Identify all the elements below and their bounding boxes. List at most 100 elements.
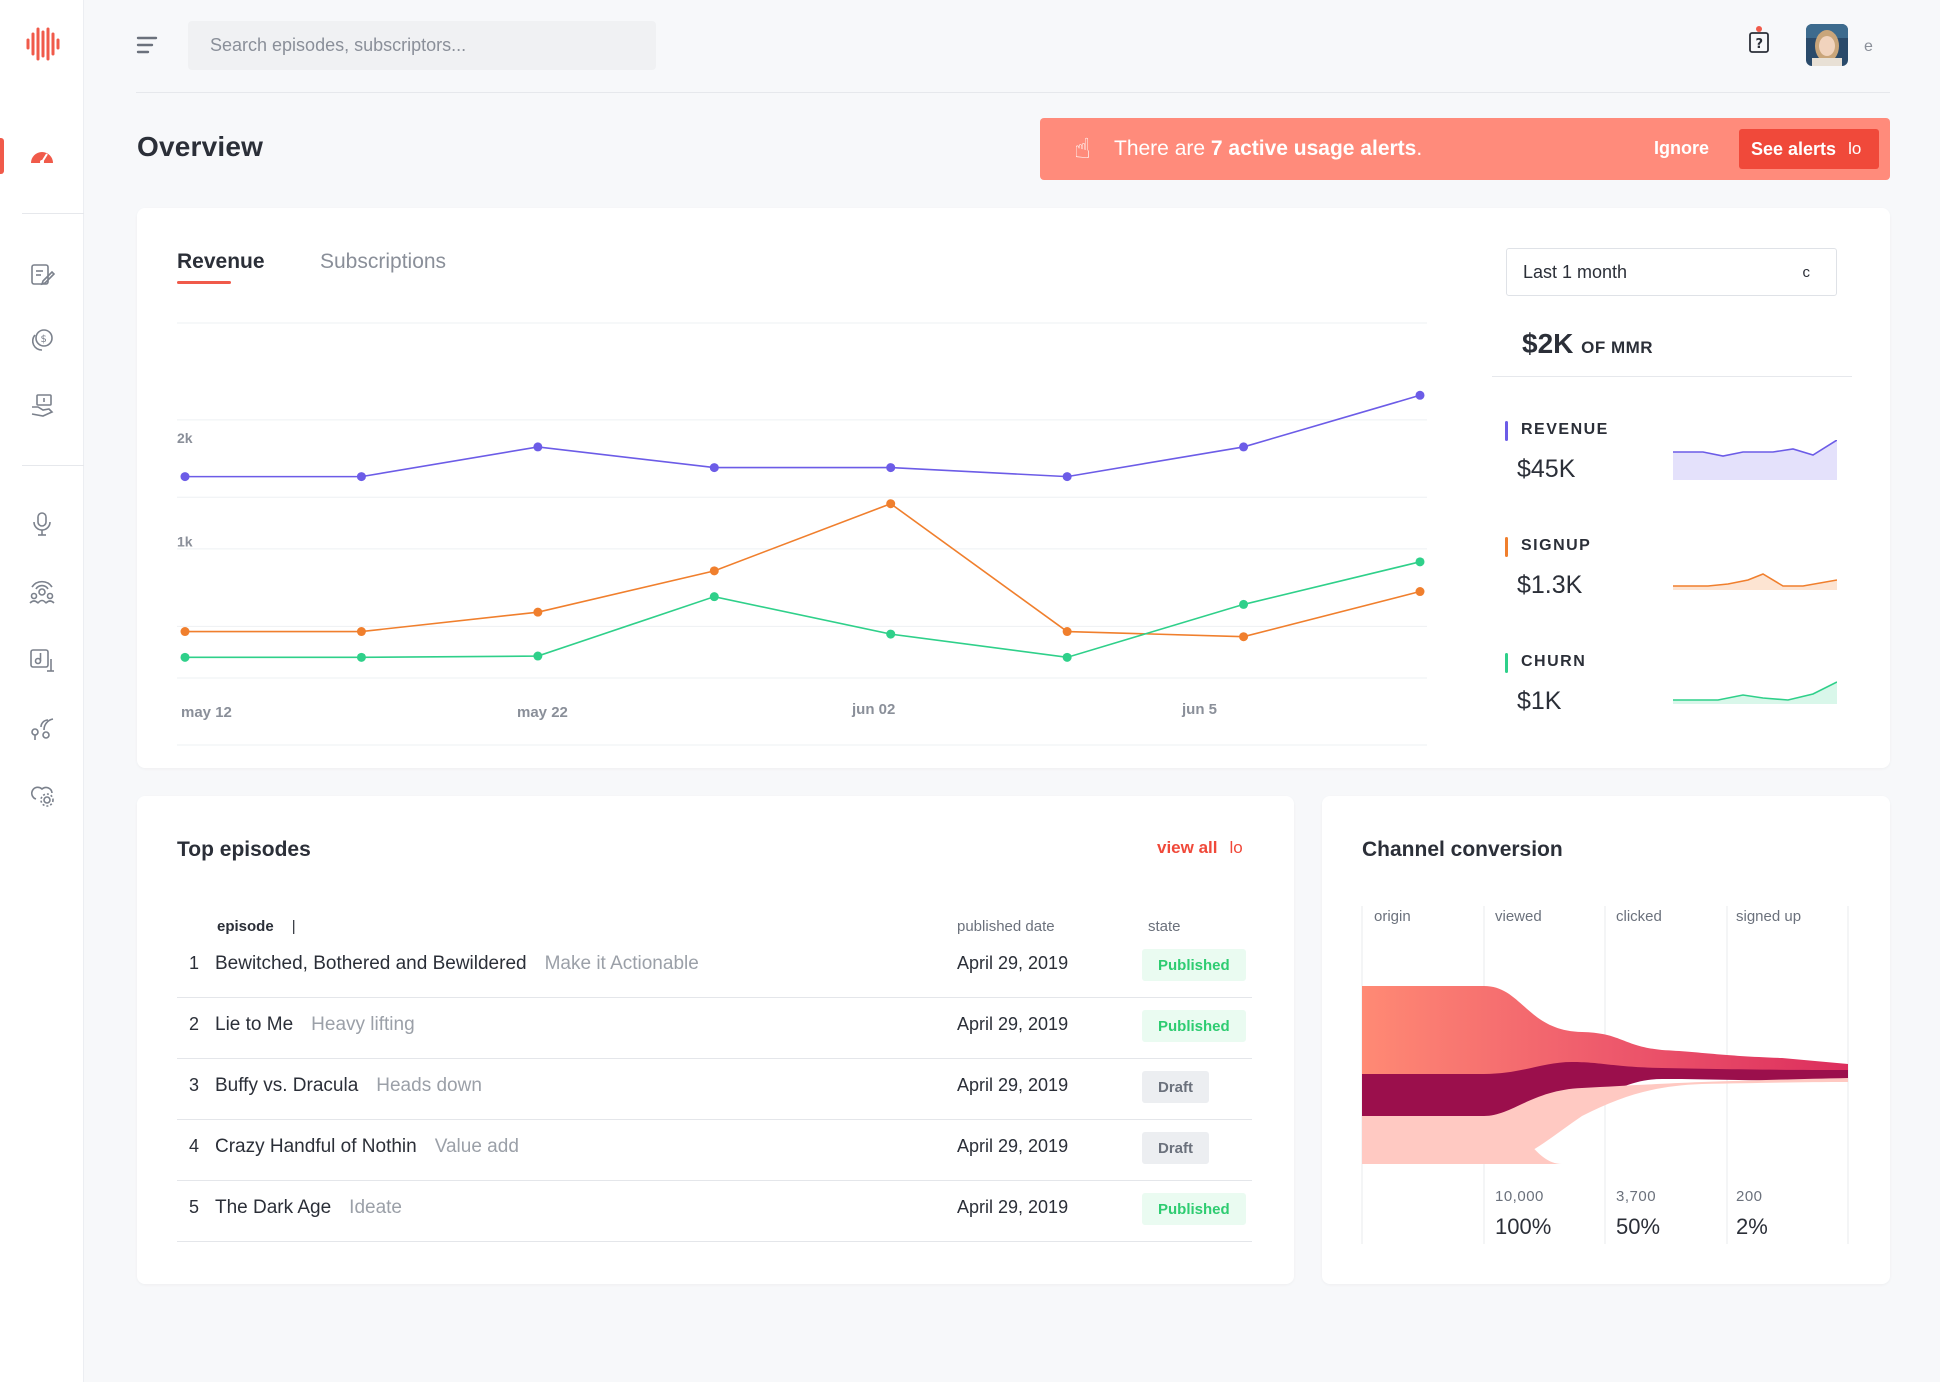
episode-subtitle: Heads down (376, 1075, 482, 1096)
data-point (709, 566, 719, 576)
table-row[interactable]: 3 Buffy vs. Dracula Heads down April 29, … (177, 1059, 1252, 1120)
episode-name: Bewitched, Bothered and Bewildered Make i… (215, 953, 699, 975)
view-all-link[interactable]: view all lo (1157, 838, 1243, 858)
funnel-band-bottom (1362, 1078, 1848, 1164)
row-number: 3 (189, 1075, 200, 1095)
funnel-column-signed-up: signed up (1736, 908, 1802, 925)
table-row[interactable]: 4 Crazy Handful of Nothin Value add April… (177, 1120, 1252, 1181)
view-all-label: view all (1157, 838, 1218, 857)
x-tick-label: jun 02 (851, 701, 895, 718)
help-notification-icon[interactable]: ? (1746, 26, 1772, 56)
pointing-hand-icon: ☝ (1074, 133, 1092, 164)
data-point (709, 592, 719, 602)
see-alerts-label: See alerts (1751, 138, 1837, 159)
funnel-column-clicked: clicked (1616, 908, 1662, 925)
revenue-line-chart: 2k 1k may 12 may 22 jun 02 jun 5 (177, 322, 1427, 746)
table-row[interactable]: 2 Lie to Me Heavy lifting April 29, 2019 … (177, 998, 1252, 1059)
tab-subscriptions[interactable]: Subscriptions (320, 250, 447, 273)
tab-revenue[interactable]: Revenue (177, 250, 265, 284)
signup-color-bar (1505, 537, 1508, 557)
episode-title: The Dark Age (215, 1197, 332, 1218)
alert-message: There are 7 active usage alerts. (1114, 137, 1423, 160)
nav-settings[interactable] (26, 778, 58, 810)
row-number: 5 (189, 1197, 200, 1217)
episode-title: Buffy vs. Dracula (215, 1075, 359, 1096)
nav-payouts[interactable] (26, 390, 58, 422)
published-date: April 29, 2019 (957, 1197, 1069, 1217)
data-point (356, 652, 366, 662)
nav-recording[interactable] (26, 508, 58, 540)
search-input[interactable] (188, 21, 656, 70)
status-badge: Published (1142, 1193, 1246, 1225)
column-header-published-date[interactable]: published date (957, 918, 1055, 935)
x-tick-label: may 22 (517, 704, 568, 721)
data-point (1239, 599, 1249, 609)
channel-conversion-card: Channel conversion origin viewed clicked… (1322, 796, 1890, 1284)
series-line-1 (185, 502, 1421, 638)
data-point (886, 463, 896, 473)
row-number: 4 (189, 1136, 200, 1156)
nav-broadcast[interactable] (26, 712, 58, 744)
episode-name: The Dark Age Ideate (215, 1197, 402, 1219)
hand-money-icon (31, 394, 54, 417)
data-point (180, 472, 190, 482)
nav-library[interactable] (26, 644, 58, 676)
active-nav-indicator (0, 138, 4, 174)
data-point (1415, 390, 1425, 400)
avatar[interactable] (1806, 24, 1848, 66)
user-photo-icon (1806, 24, 1848, 66)
table-row[interactable]: 1 Bewitched, Bothered and Bewildered Make… (177, 937, 1252, 998)
sort-indicator-icon: | (291, 918, 296, 935)
media-library-icon (30, 649, 54, 672)
column-header-state[interactable]: state (1148, 918, 1181, 935)
episode-subtitle: Ideate (349, 1197, 402, 1218)
ignore-alert-button[interactable]: Ignore (1654, 138, 1710, 158)
user-menu-toggle[interactable]: e (1864, 38, 1873, 55)
data-point (533, 607, 543, 617)
divider (1492, 376, 1852, 377)
dashboard-icon (31, 152, 53, 164)
conversion-funnel-chart (1361, 906, 1849, 1244)
chevron-right-icon: lo (1848, 139, 1862, 158)
data-point (180, 652, 190, 662)
nav-episodes[interactable] (26, 258, 58, 290)
published-date: April 29, 2019 (957, 953, 1069, 973)
series-line-2 (185, 561, 1421, 659)
mmr-label: OF MMR (1581, 338, 1654, 357)
see-alerts-button[interactable]: See alerts lo (1739, 129, 1879, 169)
table-row[interactable]: 5 The Dark Age Ideate April 29, 2019 Publ… (177, 1181, 1252, 1242)
hamburger-menu-icon[interactable] (136, 34, 158, 56)
nav-revenue[interactable]: $ (26, 324, 58, 356)
funnel-count-signed-up: 200 (1736, 1188, 1763, 1205)
funnel-band-top (1362, 986, 1848, 1074)
funnel-percent-signed-up: 2% (1736, 1214, 1768, 1239)
money-icon: $ (31, 329, 53, 351)
date-range-value: Last 1 month (1523, 261, 1628, 282)
column-header-label: episode (217, 918, 274, 935)
funnel-column-origin: origin (1374, 908, 1411, 925)
brand-logo-icon[interactable] (22, 24, 62, 64)
usage-alert-banner: ☝ There are 7 active usage alerts. Ignor… (1040, 118, 1890, 180)
funnel-column-viewed: viewed (1495, 908, 1542, 925)
episode-title: Bewitched, Bothered and Bewildered (215, 953, 527, 974)
nav-dashboard[interactable] (26, 140, 58, 172)
published-date: April 29, 2019 (957, 1014, 1069, 1034)
nav-audience[interactable] (26, 576, 58, 608)
episode-subtitle: Value add (434, 1136, 519, 1157)
data-point (1062, 627, 1072, 637)
column-header-episode[interactable]: episode | (217, 918, 296, 935)
data-point (533, 442, 543, 452)
status-badge: Published (1142, 949, 1246, 981)
stat-value: $1K (1517, 687, 1562, 715)
series-line-0 (185, 394, 1421, 478)
status-badge: Draft (1142, 1071, 1210, 1103)
sidebar: $ (0, 0, 84, 1382)
stat-label: CHURN (1521, 653, 1587, 670)
data-point (1239, 442, 1249, 452)
episode-name: Crazy Handful of Nothin Value add (215, 1136, 519, 1158)
mmr-summary: $2K OF MMR (1522, 328, 1653, 360)
date-range-select[interactable]: Last 1 month c (1506, 248, 1837, 296)
data-point (886, 499, 896, 509)
sidebar-divider (22, 465, 84, 466)
funnel-count-viewed: 10,000 (1495, 1188, 1544, 1205)
